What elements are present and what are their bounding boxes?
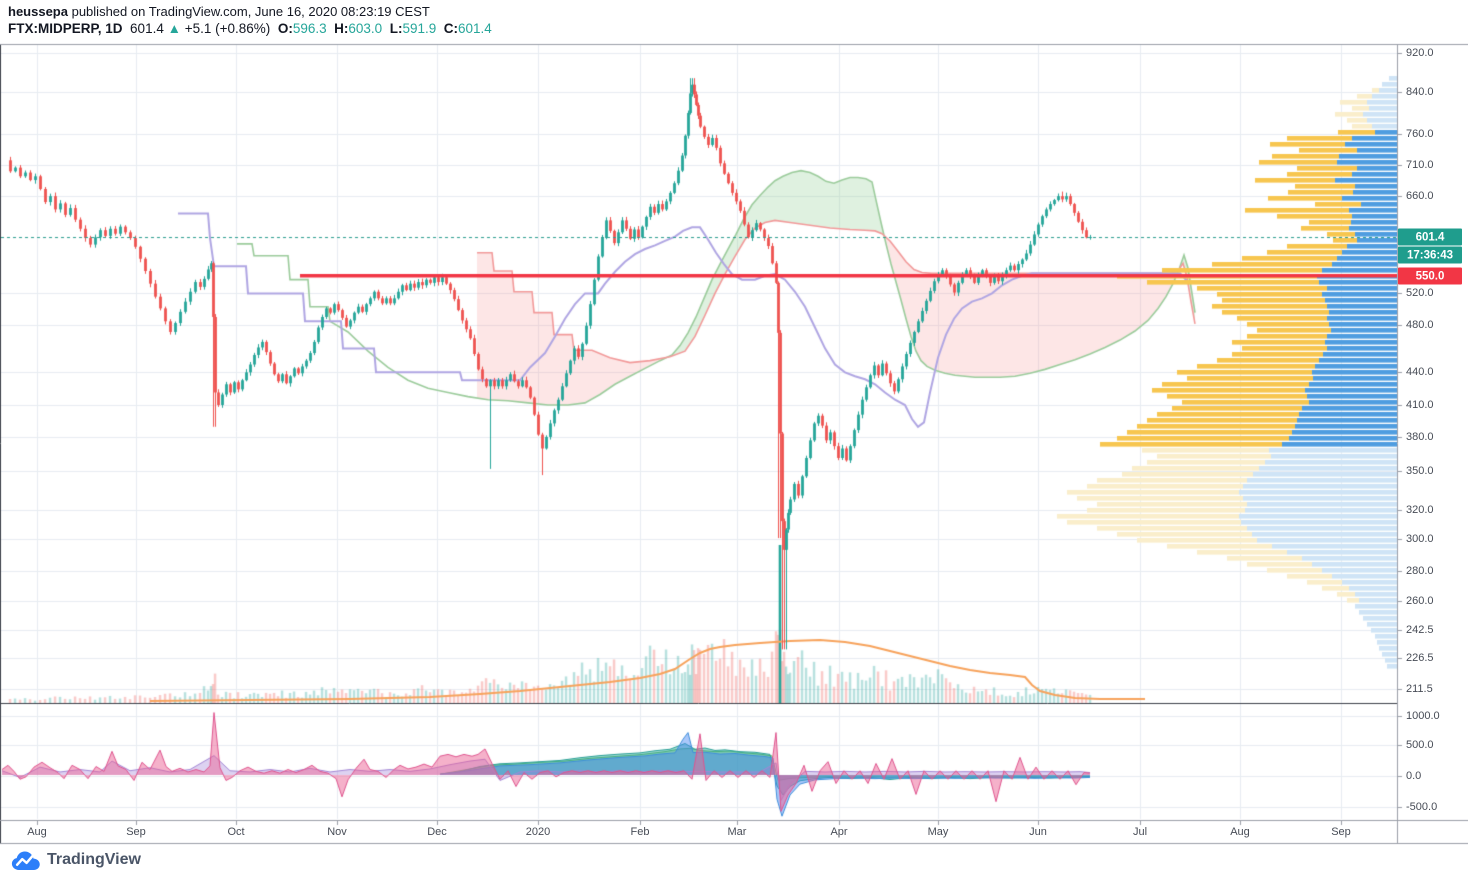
price-tick-label: 480.0 xyxy=(1406,319,1434,331)
price-tick-label: 440.0 xyxy=(1406,366,1434,378)
symbol-interval: FTX:MIDPERP, 1D xyxy=(8,21,123,36)
time-tick-label: Dec xyxy=(427,826,447,838)
close-label: C: xyxy=(443,21,459,36)
price-tick-label: 660.0 xyxy=(1406,190,1434,202)
indicator-tick-label: 0.0 xyxy=(1406,770,1422,782)
price-tick-label: 710.0 xyxy=(1406,159,1434,171)
publish-byline: heussepa published on TradingView.com, J… xyxy=(8,4,430,19)
price-tick-label: 920.0 xyxy=(1406,47,1434,59)
time-tick-label: Feb xyxy=(630,826,650,838)
time-tick-label: Apr xyxy=(830,826,848,838)
price-tick-label: 350.0 xyxy=(1406,465,1434,477)
time-tick-label: Aug xyxy=(27,826,47,838)
open-value: 596.3 xyxy=(292,21,327,36)
price-tick-label: 260.0 xyxy=(1406,595,1434,607)
price-tick-label: 410.0 xyxy=(1406,399,1434,411)
price-level-badge: 550.0 xyxy=(1398,267,1462,285)
byline-text: published on TradingView.com, June 16, 2… xyxy=(67,4,430,19)
author-name: heussepa xyxy=(8,4,68,19)
high-label: H: xyxy=(334,21,349,36)
time-tick-label: Nov xyxy=(327,826,347,838)
time-tick-label: Oct xyxy=(227,826,245,838)
price-tick-label: 320.0 xyxy=(1406,504,1434,516)
last-price-value: 601.4 xyxy=(130,21,164,36)
low-label: L: xyxy=(389,21,403,36)
tradingview-logo-icon[interactable] xyxy=(10,849,44,878)
indicator-tick-label: 1000.0 xyxy=(1406,710,1440,722)
price-tick-label: 280.0 xyxy=(1406,565,1434,577)
price-change: +5.1 (+0.86%) xyxy=(184,21,271,36)
up-arrow-icon: ▲ xyxy=(167,21,181,36)
time-tick-label: Sep xyxy=(126,826,146,838)
close-value: 601.4 xyxy=(458,21,492,36)
price-tick-label: 226.5 xyxy=(1406,652,1434,664)
symbol-status-line: FTX:MIDPERP, 1D 601.4 ▲ +5.1 (+0.86%) O:… xyxy=(8,21,492,36)
high-value: 603.0 xyxy=(348,21,383,36)
price-tick-label: 840.0 xyxy=(1406,86,1434,98)
time-tick-label: Sep xyxy=(1331,826,1351,838)
indicator-tick-label: 500.0 xyxy=(1406,739,1434,751)
low-value: 591.9 xyxy=(402,21,437,36)
bar-countdown-badge: 17:36:43 xyxy=(1398,246,1462,264)
price-tick-label: 211.5 xyxy=(1406,683,1433,695)
time-tick-label: Jul xyxy=(1132,826,1148,838)
brand-name[interactable]: TradingView xyxy=(47,851,141,868)
price-tick-label: 242.5 xyxy=(1406,624,1434,636)
price-tick-label: 760.0 xyxy=(1406,128,1434,140)
time-tick-label: Aug xyxy=(1230,826,1250,838)
time-tick-label: 2020 xyxy=(525,826,551,838)
price-tick-label: 520.0 xyxy=(1406,287,1434,299)
last-price-badge: 601.4 xyxy=(1398,228,1462,246)
price-tick-label: 380.0 xyxy=(1406,431,1434,443)
price-tick-label: 300.0 xyxy=(1406,533,1434,545)
open-label: O: xyxy=(277,21,293,36)
indicator-tick-label: -500.0 xyxy=(1406,801,1438,813)
time-tick-label: Mar xyxy=(727,826,747,838)
time-tick-label: May xyxy=(927,826,949,838)
time-tick-label: Jun xyxy=(1029,826,1047,838)
